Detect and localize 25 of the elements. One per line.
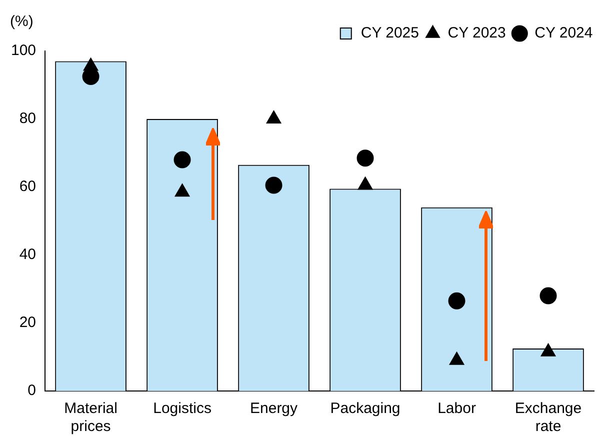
point <box>174 184 190 197</box>
y-axis-title: (%) <box>10 13 34 30</box>
y-tick-label: 100 <box>10 42 36 60</box>
x-tick-label: Material prices <box>64 400 118 436</box>
x-tick-label: Labor <box>438 400 476 418</box>
legend-label: CY 2024 <box>534 24 593 42</box>
legend-label: CY 2025 <box>360 24 419 42</box>
x-tick-label: Energy <box>250 400 298 418</box>
x-tick-label: Exchange rate <box>514 400 582 436</box>
y-tick-label: 40 <box>19 246 36 264</box>
point <box>356 150 374 167</box>
point <box>265 176 282 194</box>
legend-label: CY 2023 <box>448 24 506 42</box>
y-tick-label: 60 <box>19 178 36 196</box>
point <box>448 292 466 310</box>
x-tick-label: Logistics <box>153 400 212 418</box>
point <box>540 343 556 356</box>
x-tick-label: Packaging <box>330 400 400 418</box>
point <box>449 352 464 365</box>
point <box>174 151 191 168</box>
y-tick-label: 20 <box>19 314 36 332</box>
point <box>358 176 373 190</box>
y-tick-label: 80 <box>19 110 36 128</box>
point <box>540 287 557 304</box>
y-tick-label: 0 <box>28 382 36 400</box>
